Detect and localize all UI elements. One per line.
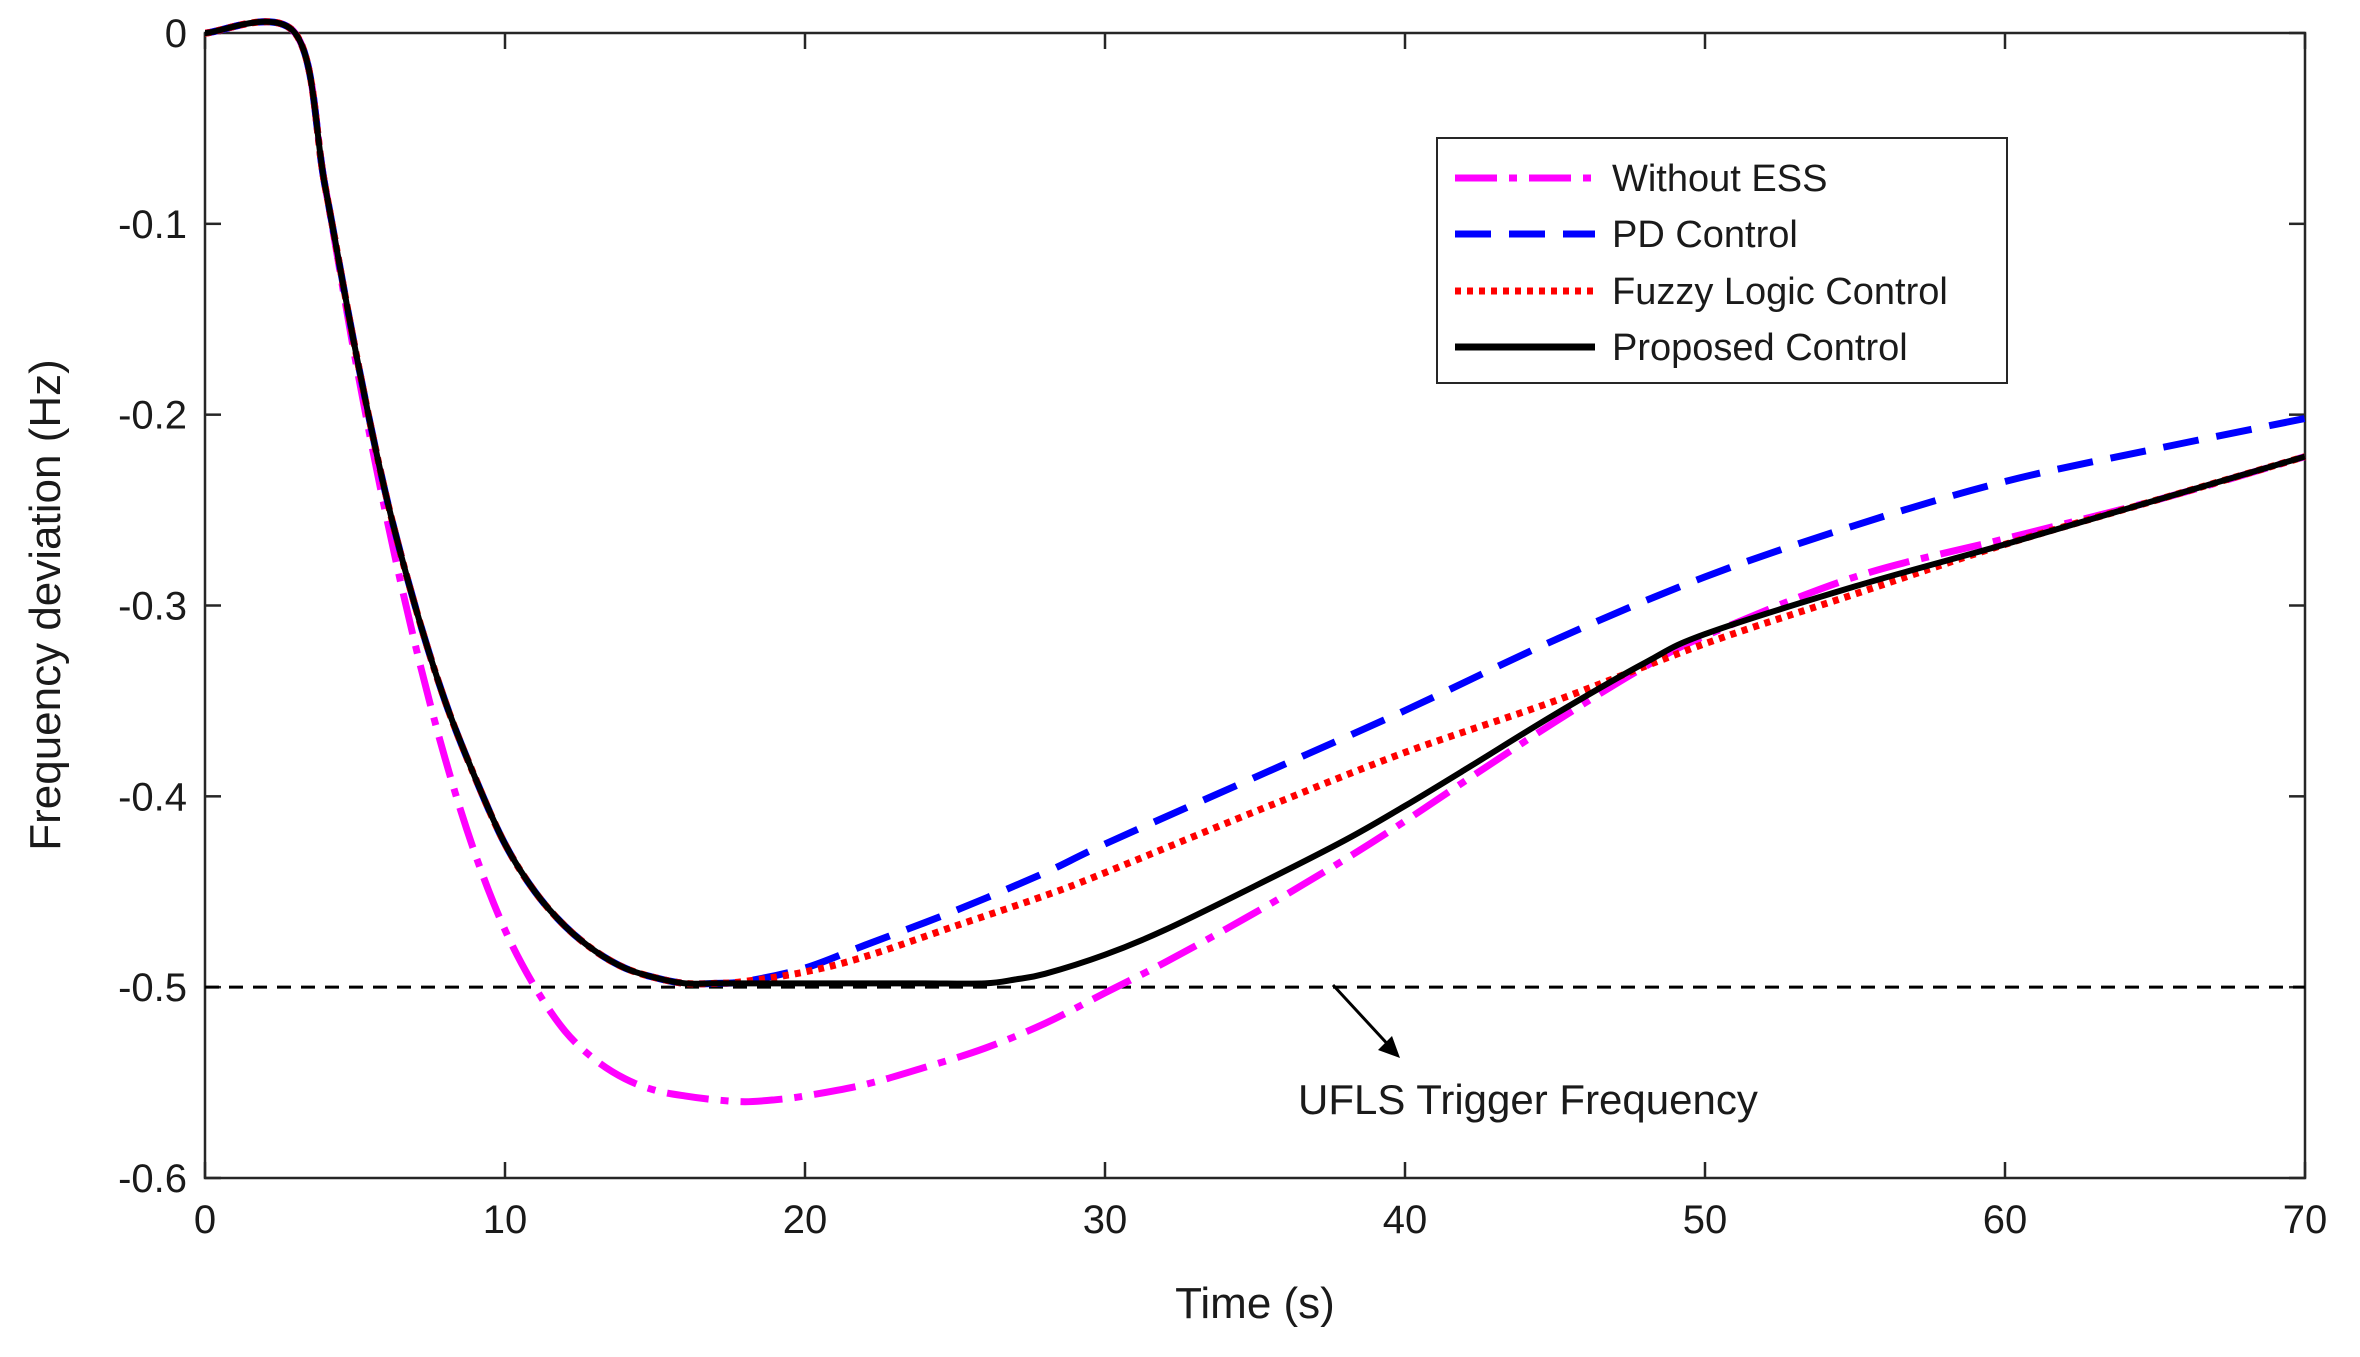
series-line-proposed-control xyxy=(204,18,2306,987)
annotation: UFLS Trigger Frequency xyxy=(1298,983,1758,1123)
x-axis-label: Time (s) xyxy=(1175,1279,1335,1328)
legend-entry-pd-control: PD Control xyxy=(1455,214,1798,256)
legend-label-without-ess: Without ESS xyxy=(1612,158,1827,200)
ufls-trigger-annotation: UFLS Trigger Frequency xyxy=(1298,1076,1758,1123)
legend-label-pd-control: PD Control xyxy=(1612,214,1798,256)
legend-entry-without-ess: Without ESS xyxy=(1455,158,1827,200)
y-tick-label: -0.1 xyxy=(118,203,187,247)
y-axis-label: Frequency deviation (Hz) xyxy=(21,359,70,851)
legend-label-fuzzy-logic: Fuzzy Logic Control xyxy=(1612,271,1948,313)
y-tick-labels: 0 -0.1 -0.2 -0.3 -0.4 -0.5 -0.6 xyxy=(118,12,187,1201)
x-tick-label: 50 xyxy=(1683,1198,1728,1242)
x-tick-label: 70 xyxy=(2283,1198,2328,1242)
tick-marks xyxy=(203,31,2307,1180)
y-tick-label: 0 xyxy=(165,12,187,56)
x-tick-label: 20 xyxy=(783,1198,828,1242)
legend-entry-fuzzy-logic: Fuzzy Logic Control xyxy=(1455,271,1948,313)
legend-label-proposed-control: Proposed Control xyxy=(1612,327,1908,369)
annotation-arrow-head xyxy=(1378,1036,1400,1058)
y-tick-label: -0.2 xyxy=(118,394,187,438)
x-tick-label: 60 xyxy=(1983,1198,2028,1242)
annotation-arrow xyxy=(1331,983,1395,1052)
legend: Without ESS PD Control Fuzzy Logic Contr… xyxy=(1436,137,2008,384)
y-tick-label: -0.3 xyxy=(118,585,187,629)
y-tick-label: -0.4 xyxy=(118,775,187,819)
x-tick-label: 30 xyxy=(1083,1198,1128,1242)
legend-entry-proposed-control: Proposed Control xyxy=(1455,327,1908,369)
y-tick-label: -0.6 xyxy=(118,1157,187,1201)
series-lines xyxy=(204,18,2306,1106)
series-line-without-ess xyxy=(204,18,2306,1106)
y-tick-label: -0.5 xyxy=(118,966,187,1010)
x-tick-labels: 0 10 20 30 40 50 60 70 xyxy=(194,1198,2327,1242)
x-tick-label: 0 xyxy=(194,1198,216,1242)
x-tick-label: 10 xyxy=(483,1198,528,1242)
x-tick-label: 40 xyxy=(1383,1198,1428,1242)
